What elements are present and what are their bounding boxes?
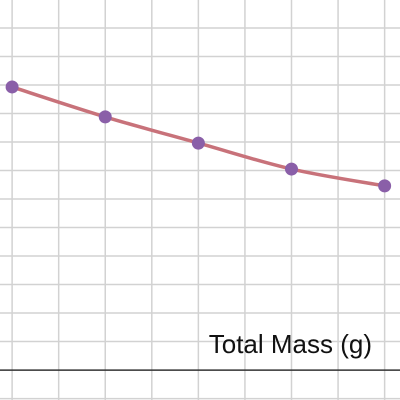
data-point [285,162,299,176]
data-point [378,179,392,193]
plot [5,80,392,193]
data-point [191,136,205,150]
axis-label: Total Mass (g) [209,329,372,359]
data-point [98,110,112,124]
data-point [5,80,19,94]
